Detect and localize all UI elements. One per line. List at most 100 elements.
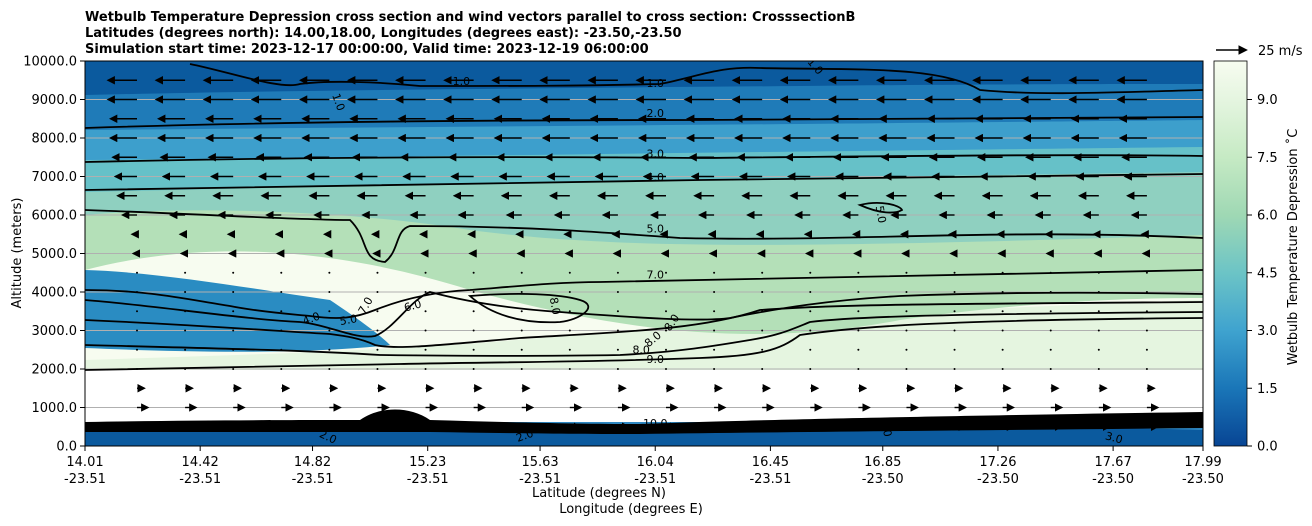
- wind-vector-dot: [232, 271, 235, 274]
- surface-band-west: [85, 409, 1203, 434]
- wind-vector-dot: [424, 291, 427, 293]
- wind-vector-dot: [424, 348, 427, 351]
- x-tick-label-lat: 16.45: [752, 455, 789, 470]
- wind-vector-dot: [1097, 291, 1100, 293]
- wind-vector-dot: [1001, 271, 1004, 274]
- colorbar-tick-label: 6.0: [1257, 209, 1278, 224]
- x-tick-label-lon: -23.51: [749, 472, 791, 487]
- wind-vector-dot: [136, 310, 138, 313]
- wind-vector-dot: [616, 329, 619, 332]
- y-tick-label: 8000.0: [32, 132, 78, 147]
- y-tick-label: 7000.0: [32, 170, 78, 185]
- contour-label: 9.0: [646, 353, 664, 366]
- wind-vector-dot: [665, 291, 667, 293]
- wind-vector-dot: [328, 329, 331, 332]
- wind-vector-dot: [953, 310, 956, 313]
- wind-vector-dot: [184, 329, 187, 332]
- wind-vector-dot: [520, 348, 523, 351]
- wind-vector-dot: [232, 348, 235, 351]
- wind-vector-dot: [520, 271, 523, 274]
- wind-vector-dot: [568, 310, 571, 313]
- wind-vector-dot: [136, 271, 138, 274]
- wind-vector-dot: [1049, 368, 1052, 370]
- contour-line-8: [85, 301, 1203, 348]
- x-tick-label-lat: 15.63: [521, 455, 558, 470]
- wind-vector-dot: [280, 348, 283, 351]
- wind-vector-dot: [472, 329, 475, 332]
- wind-vector-dot: [953, 348, 956, 351]
- wind-vector-dot: [1049, 329, 1052, 332]
- wind-vector-dot: [184, 368, 187, 370]
- wind-vector-dot: [232, 310, 235, 313]
- contour-line-4: [85, 173, 1203, 191]
- wind-vector-dot: [520, 291, 523, 293]
- wind-vector-dot: [280, 329, 283, 332]
- wind-vector-dot: [232, 368, 235, 370]
- x-tick-label-lat: 17.67: [1095, 455, 1132, 470]
- plot-area: 1.01.01.01.02.03.04.05.05.07.08.08.08.08…: [85, 61, 1215, 446]
- wind-vector-dot: [905, 348, 908, 351]
- wind-vector-dot: [376, 291, 379, 293]
- wind-vector-dot: [184, 310, 187, 313]
- quiver-key-label: 25 m/s: [1258, 44, 1303, 59]
- wind-vector-dot: [905, 291, 908, 293]
- x-tick-label-lat: 17.26: [979, 455, 1016, 470]
- contour-label: 10.0: [643, 417, 668, 430]
- contour-label: 4.0: [301, 310, 322, 328]
- wind-vector-dot: [1001, 348, 1004, 351]
- x-tick-label-lat: 15.23: [409, 455, 446, 470]
- wind-vector-dot: [1097, 368, 1100, 370]
- contour-line-11: [467, 293, 590, 324]
- colorbar-tick-label: 0.0: [1257, 440, 1278, 455]
- wind-vector-dot: [520, 310, 523, 313]
- contour-label: 6.0: [403, 297, 423, 314]
- contour-label: 8.0: [547, 296, 563, 315]
- x-tick-label-lon: -23.51: [179, 472, 221, 487]
- wind-vector-dot: [424, 271, 427, 274]
- wind-vector-dot: [857, 329, 860, 332]
- wind-vector-dot: [1097, 348, 1100, 351]
- wind-vector-dot: [232, 329, 235, 332]
- wind-vector-dot: [616, 271, 619, 274]
- wind-vector-dot: [616, 348, 619, 351]
- wind-vector-dot: [713, 368, 716, 370]
- x-tick-label-lat: 14.01: [66, 455, 103, 470]
- contour-line-7: [85, 291, 1203, 338]
- y-tick-label: 4000.0: [32, 286, 78, 301]
- x-axis-label-latitude: Latitude (degrees N): [532, 486, 666, 501]
- x-tick-label-lat: 17.99: [1184, 455, 1221, 470]
- wind-vector-dot: [328, 291, 331, 293]
- wind-vector-dot: [376, 271, 379, 274]
- wind-vector-dot: [1145, 348, 1148, 351]
- wind-vector-dot: [568, 348, 571, 351]
- contour-labels: 1.01.01.01.02.03.04.05.05.07.08.08.08.08…: [301, 61, 1215, 446]
- y-tick-label: 5000.0: [32, 247, 78, 262]
- wind-vector-dot: [616, 310, 619, 313]
- wind-vector-dot: [472, 271, 475, 274]
- band-white-dry-layer: [85, 370, 1203, 422]
- wind-vector-dot: [328, 271, 331, 274]
- wind-vector-dot: [809, 310, 812, 313]
- wind-vector-dot: [713, 329, 716, 332]
- y-tick-label: 0.0: [56, 440, 77, 455]
- wind-vector-dot: [472, 291, 475, 293]
- wind-vector-dot: [713, 348, 716, 351]
- wind-vector-dot: [424, 329, 427, 332]
- wind-vector-dot: [857, 271, 860, 274]
- wind-vector-dot: [280, 310, 283, 313]
- colorbar-tick-label: 7.5: [1257, 151, 1278, 166]
- wind-vector-dot: [1145, 329, 1148, 332]
- wind-vector-dot: [665, 348, 667, 351]
- wind-vector-dot: [761, 348, 764, 351]
- wind-vector-dot: [953, 271, 956, 274]
- wind-vector-dot: [472, 348, 475, 351]
- wind-vector-dot: [905, 329, 908, 332]
- colorbar-tick-label: 9.0: [1257, 93, 1278, 108]
- contour-label: 1.0: [329, 92, 347, 113]
- x-tick-label-lon: -23.51: [292, 472, 334, 487]
- contour-label: 1.0: [646, 77, 664, 90]
- wind-vector-dot: [568, 329, 571, 332]
- colorbar-ticks: 0.0 1.5 3.0 4.5 6.0 7.5 9.0: [1247, 93, 1278, 455]
- contour-label: 0.0: [1199, 420, 1215, 439]
- contour-label: 3.0: [1104, 429, 1124, 446]
